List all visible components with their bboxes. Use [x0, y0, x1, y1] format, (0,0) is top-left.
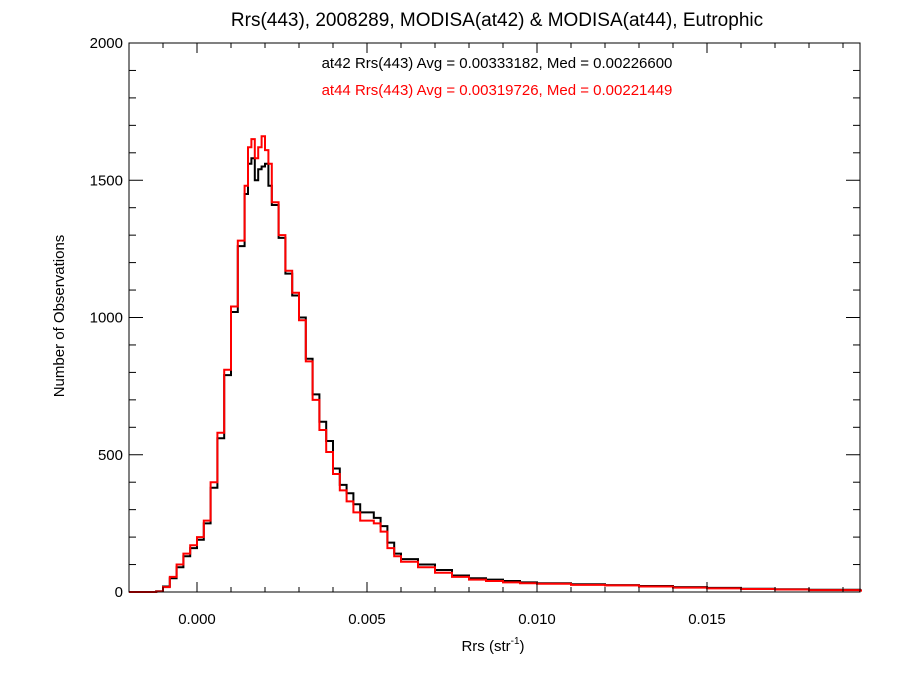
x-tick-label: 0.010 [518, 611, 556, 628]
plot-frame [128, 42, 861, 593]
annotation-at44: at44 Rrs(443) Avg = 0.00319726, Med = 0.… [322, 82, 673, 99]
y-tick-label: 1000 [90, 310, 123, 327]
y-axis-label: Number of Observations [51, 235, 68, 398]
x-tick-label: 0.005 [348, 611, 386, 628]
annotation-at42: at42 Rrs(443) Avg = 0.00333182, Med = 0.… [322, 55, 673, 72]
chart-title: Rrs(443), 2008289, MODISA(at42) & MODISA… [231, 10, 763, 31]
series-at42-line [129, 157, 862, 593]
x-axis-label-suffix: ) [520, 638, 525, 655]
series-at44-line [129, 135, 862, 593]
x-axis-label-main: Rrs (str [461, 638, 510, 655]
x-tick-label: 0.000 [178, 611, 216, 628]
y-tick-label: 2000 [90, 35, 123, 52]
x-tick-label: 0.015 [688, 611, 726, 628]
y-tick-label: 0 [115, 584, 123, 601]
y-tick-label: 1500 [90, 172, 123, 189]
x-axis-label-superscript: -1 [511, 636, 520, 647]
x-axis-label: Rrs (str-1) [461, 636, 524, 655]
tick-layer: 0.000 0.005 0.010 0.015 0 500 1000 1500 2000 [90, 35, 860, 628]
y-tick-label: 500 [98, 447, 123, 464]
series-layer [129, 135, 862, 593]
